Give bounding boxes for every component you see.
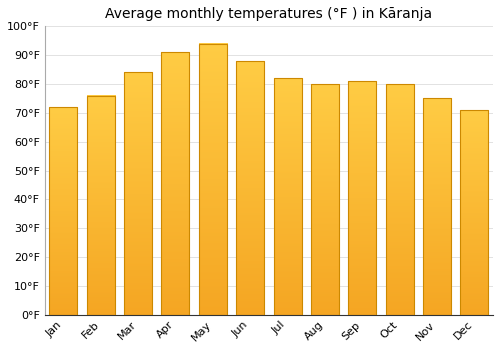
Bar bbox=[50, 107, 78, 315]
Bar bbox=[162, 52, 190, 315]
Bar bbox=[124, 72, 152, 315]
Bar bbox=[274, 78, 301, 315]
Bar bbox=[199, 44, 227, 315]
Bar bbox=[460, 110, 488, 315]
Bar bbox=[86, 96, 115, 315]
Bar bbox=[236, 61, 264, 315]
Bar bbox=[348, 81, 376, 315]
Bar bbox=[423, 98, 451, 315]
Bar bbox=[311, 84, 339, 315]
Title: Average monthly temperatures (°F ) in Kāranja: Average monthly temperatures (°F ) in Kā… bbox=[106, 7, 432, 21]
Bar bbox=[386, 84, 413, 315]
